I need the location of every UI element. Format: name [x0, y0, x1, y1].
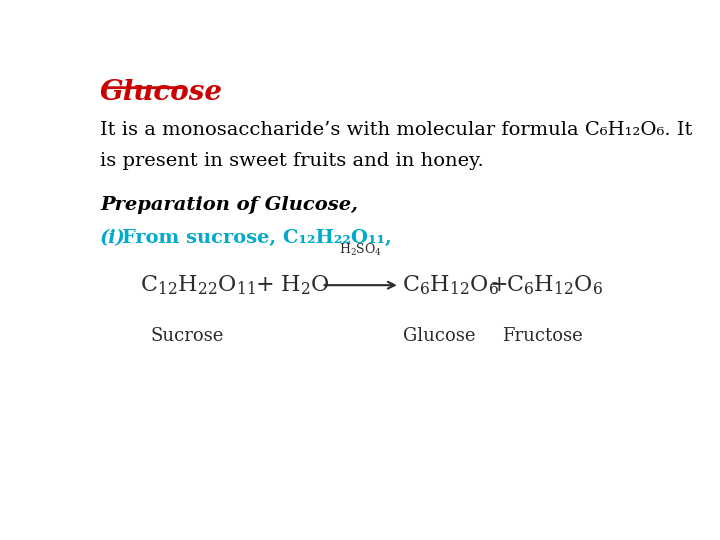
Text: From sucrose, C₁₂H₂₂O₁₁,: From sucrose, C₁₂H₂₂O₁₁,	[122, 229, 392, 247]
Text: Preparation of Glucose,: Preparation of Glucose,	[100, 196, 358, 214]
Text: Glucose: Glucose	[100, 79, 223, 106]
Text: Sucrose: Sucrose	[151, 327, 225, 345]
Text: $\mathregular{H_2SO_4}$: $\mathregular{H_2SO_4}$	[339, 242, 382, 258]
Text: (i): (i)	[100, 229, 126, 247]
Text: $\mathregular{+\ H_2O}$: $\mathregular{+\ H_2O}$	[255, 273, 330, 297]
Text: Fructose: Fructose	[502, 327, 582, 345]
Text: $\mathregular{C_{12}H_{22}O_{11}}$: $\mathregular{C_{12}H_{22}O_{11}}$	[140, 273, 256, 297]
Text: Glucose: Glucose	[402, 327, 475, 345]
Text: It is a monosaccharide’s with molecular formula C₆H₁₂O₆. It: It is a monosaccharide’s with molecular …	[100, 121, 693, 139]
Text: $\mathregular{C_6H_{12}O_6}$: $\mathregular{C_6H_{12}O_6}$	[402, 273, 500, 297]
Text: is present in sweet fruits and in honey.: is present in sweet fruits and in honey.	[100, 152, 484, 170]
Text: $\mathregular{C_6H_{12}O_6}$: $\mathregular{C_6H_{12}O_6}$	[505, 273, 603, 297]
Text: +: +	[490, 274, 508, 296]
